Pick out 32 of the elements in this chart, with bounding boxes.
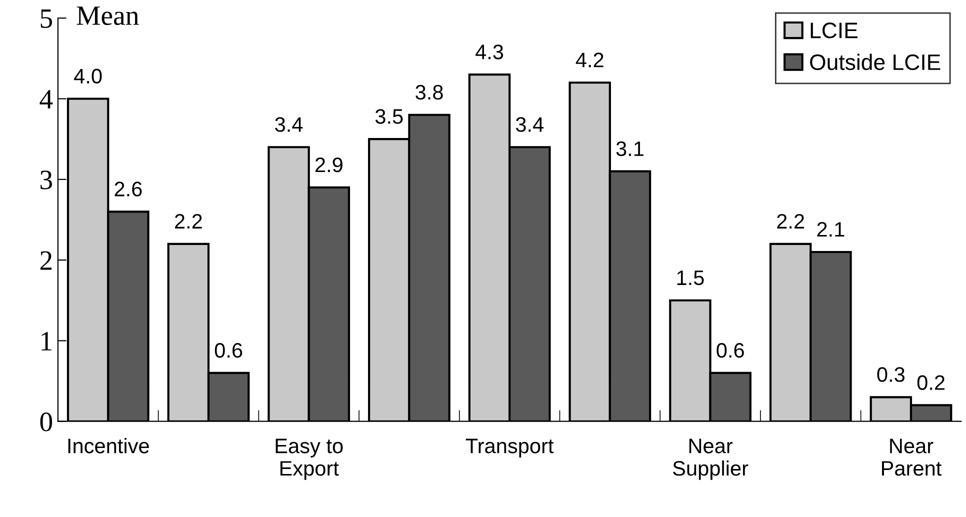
data-label: 0.6 xyxy=(214,342,242,358)
data-label: 0.2 xyxy=(917,375,944,390)
data-label: 3.8 xyxy=(416,84,443,100)
data-label: 2.2 xyxy=(777,214,804,228)
data-label: 2.6 xyxy=(114,182,142,196)
legend-label: LCIE xyxy=(810,22,858,38)
y-tick-label: 2 xyxy=(40,251,52,270)
y-tick-label: 0 xyxy=(40,412,52,432)
data-label: 4.2 xyxy=(576,52,604,68)
data-label: 3.4 xyxy=(516,117,544,132)
x-tick-label: Near Supplier xyxy=(673,438,748,480)
y-tick-label: 3 xyxy=(40,170,52,190)
y-tick-label: 5 xyxy=(40,10,52,28)
data-label: 3.1 xyxy=(616,141,644,156)
data-label: 1.5 xyxy=(677,270,704,286)
data-label: 0.6 xyxy=(716,342,744,358)
data-label: 3.4 xyxy=(275,117,303,132)
data-label: 2.2 xyxy=(174,214,202,228)
y-tick-label: 4 xyxy=(40,90,53,108)
x-tick-label: Near Parent xyxy=(882,438,942,476)
data-label: 3.5 xyxy=(375,109,403,124)
y-tick-label: 1 xyxy=(42,332,52,350)
data-label: 0.3 xyxy=(877,367,904,382)
y-axis-title: Mean xyxy=(76,6,139,26)
x-tick-label: Easy to Export xyxy=(276,438,343,480)
x-tick-label: Incentive xyxy=(68,438,149,454)
data-label: 2.9 xyxy=(315,157,342,172)
legend-label: Outside LCIE xyxy=(810,54,940,70)
data-label: 2.1 xyxy=(817,222,844,237)
data-label: 4.3 xyxy=(475,44,504,60)
data-label: 4.0 xyxy=(74,68,102,84)
x-tick-label: Transport xyxy=(466,438,554,458)
